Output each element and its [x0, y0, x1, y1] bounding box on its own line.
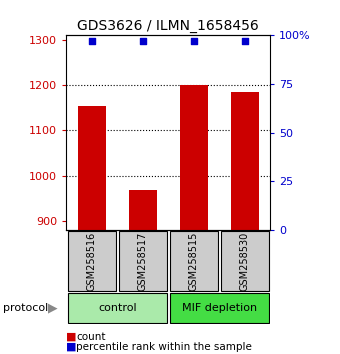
- Text: ▶: ▶: [48, 302, 57, 314]
- Text: GSM258517: GSM258517: [138, 232, 148, 291]
- Text: ■: ■: [66, 342, 77, 352]
- FancyBboxPatch shape: [68, 231, 116, 291]
- Title: GDS3626 / ILMN_1658456: GDS3626 / ILMN_1658456: [78, 19, 259, 33]
- Bar: [129, 190, 157, 230]
- FancyBboxPatch shape: [119, 231, 167, 291]
- Point: [191, 38, 197, 44]
- Point: [140, 38, 146, 44]
- Point: [242, 38, 248, 44]
- Text: GSM258530: GSM258530: [240, 232, 250, 291]
- FancyBboxPatch shape: [170, 293, 269, 323]
- Point: [89, 38, 95, 44]
- Bar: [231, 92, 259, 230]
- FancyBboxPatch shape: [68, 293, 167, 323]
- Text: ■: ■: [66, 332, 77, 342]
- Text: GSM258516: GSM258516: [87, 232, 97, 291]
- Bar: [78, 105, 106, 230]
- Text: MIF depletion: MIF depletion: [182, 303, 257, 313]
- Bar: [180, 85, 208, 230]
- Text: protocol: protocol: [3, 303, 49, 313]
- Text: count: count: [76, 332, 106, 342]
- Text: GSM258515: GSM258515: [189, 232, 199, 291]
- FancyBboxPatch shape: [221, 231, 269, 291]
- Text: control: control: [98, 303, 137, 313]
- FancyBboxPatch shape: [170, 231, 218, 291]
- Text: percentile rank within the sample: percentile rank within the sample: [76, 342, 252, 352]
